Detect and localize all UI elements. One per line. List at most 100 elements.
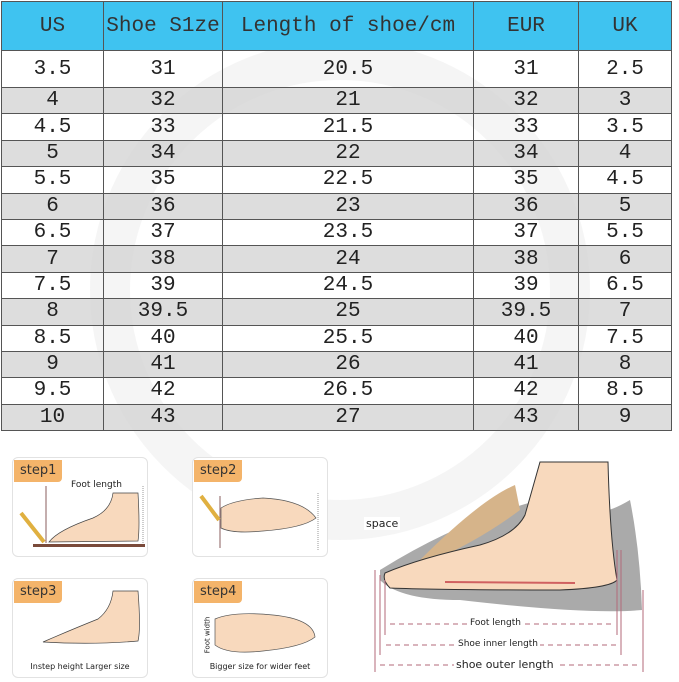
table-row: 8 39.5 25 39.5 7 [1, 298, 672, 326]
table-cell: 33 [473, 113, 579, 141]
col-eur: EUR [473, 1, 579, 51]
table-cell: 39 [103, 271, 223, 300]
table-row: 3.5 31 20.5 31 2.5 [1, 50, 672, 88]
table-cell: 8.5 [1, 324, 104, 352]
table-cell: 4 [1, 86, 104, 115]
table-cell: 4 [578, 139, 672, 168]
table-cell: 37 [103, 218, 223, 247]
step3-caption: Instep height Larger size [30, 662, 130, 671]
table-row: 5.5 35 22.5 35 4.5 [1, 166, 672, 194]
table-cell: 34 [103, 139, 223, 168]
table-cell: 3.5 [578, 113, 672, 141]
step2-label: step2 [194, 460, 243, 482]
table-cell: 6.5 [578, 271, 672, 300]
step3-card: step3 Instep height Larger size [12, 578, 148, 678]
foot-length-label: Foot length [468, 618, 523, 628]
table-cell: 22 [222, 139, 474, 168]
table-row: 8.5 40 25.5 40 7.5 [1, 324, 672, 352]
step1-card: step1 Foot length [12, 457, 148, 557]
foot-length-annotation: Foot length [69, 480, 124, 490]
table-cell: 8 [578, 350, 672, 379]
table-cell: 27 [222, 403, 474, 432]
table-cell: 9.5 [1, 377, 104, 405]
table-cell: 21 [222, 86, 474, 115]
table-cell: 36 [473, 192, 579, 220]
table-cell: 10 [1, 403, 104, 432]
table-row: 6.5 37 23.5 37 5.5 [1, 218, 672, 247]
table-cell: 32 [473, 86, 579, 115]
table-cell: 5.5 [578, 218, 672, 247]
table-cell: 5.5 [1, 166, 104, 194]
table-cell: 40 [103, 324, 223, 352]
table-cell: 23.5 [222, 218, 474, 247]
table-cell: 21.5 [222, 113, 474, 141]
table-row: 6 36 23 36 5 [1, 192, 672, 220]
table-row: 10 43 27 43 9 [1, 403, 672, 432]
table-cell: 3.5 [1, 50, 104, 88]
table-row: 5 34 22 34 4 [1, 139, 672, 168]
table-cell: 39.5 [473, 298, 579, 326]
table-cell: 36 [103, 192, 223, 220]
step4-label: step4 [194, 581, 243, 603]
table-cell: 6 [1, 192, 104, 220]
table-row: 4 32 21 32 3 [1, 86, 672, 115]
shoe-length-diagram: space Foot length Shoe inner length shoe… [340, 440, 679, 682]
table-row: 9.5 42 26.5 42 8.5 [1, 377, 672, 405]
table-cell: 31 [473, 50, 579, 88]
table-cell: 23 [222, 192, 474, 220]
step4-caption: Bigger size for wider feet [209, 662, 311, 671]
table-cell: 6 [578, 245, 672, 273]
table-cell: 43 [103, 403, 223, 432]
table-cell: 34 [473, 139, 579, 168]
table-cell: 3 [578, 86, 672, 115]
col-length: Length of shoe/cm [222, 1, 474, 51]
table-cell: 39.5 [103, 298, 223, 326]
col-us: US [1, 1, 104, 51]
table-cell: 26.5 [222, 377, 474, 405]
table-row: 7.5 39 24.5 39 6.5 [1, 271, 672, 300]
table-cell: 5 [1, 139, 104, 168]
header-row: US Shoe S1ze Length of shoe/cm EUR UK [1, 1, 672, 51]
table-cell: 4.5 [1, 113, 104, 141]
table-cell: 9 [1, 350, 104, 379]
table-cell: 25 [222, 298, 474, 326]
table-cell: 42 [103, 377, 223, 405]
shoe-outer-length-label: shoe outer length [454, 658, 556, 671]
table-cell: 37 [473, 218, 579, 247]
table-cell: 8.5 [578, 377, 672, 405]
step1-label: step1 [14, 460, 63, 482]
table-cell: 26 [222, 350, 474, 379]
table-cell: 9 [578, 403, 672, 432]
table-cell: 24 [222, 245, 474, 273]
table-cell: 7.5 [1, 271, 104, 300]
table-cell: 38 [473, 245, 579, 273]
table-cell: 4.5 [578, 166, 672, 194]
step3-label: step3 [14, 581, 63, 603]
table-cell: 24.5 [222, 271, 474, 300]
col-uk: UK [578, 1, 672, 51]
col-shoe-size: Shoe S1ze [103, 1, 223, 51]
table-row: 7 38 24 38 6 [1, 245, 672, 273]
table-cell: 33 [103, 113, 223, 141]
foot-width-annotation: Foot width [203, 616, 212, 654]
table-row: 4.5 33 21.5 33 3.5 [1, 113, 672, 141]
table-cell: 22.5 [222, 166, 474, 194]
step4-card: step4 Foot width Bigger size for wider f… [192, 578, 328, 678]
table-cell: 43 [473, 403, 579, 432]
table-cell: 2.5 [578, 50, 672, 88]
shoe-inner-length-label: Shoe inner length [456, 639, 541, 649]
table-cell: 6.5 [1, 218, 104, 247]
table-cell: 31 [103, 50, 223, 88]
table-cell: 20.5 [222, 50, 474, 88]
table-row: 9 41 26 41 8 [1, 350, 672, 379]
table-cell: 32 [103, 86, 223, 115]
table-cell: 8 [1, 298, 104, 326]
table-cell: 41 [473, 350, 579, 379]
table-cell: 42 [473, 377, 579, 405]
table-cell: 5 [578, 192, 672, 220]
step2-card: step2 [192, 457, 328, 557]
space-label: space [364, 517, 401, 530]
table-cell: 40 [473, 324, 579, 352]
size-table: US Shoe S1ze Length of shoe/cm EUR UK 3.… [1, 1, 672, 432]
table-cell: 35 [103, 166, 223, 194]
